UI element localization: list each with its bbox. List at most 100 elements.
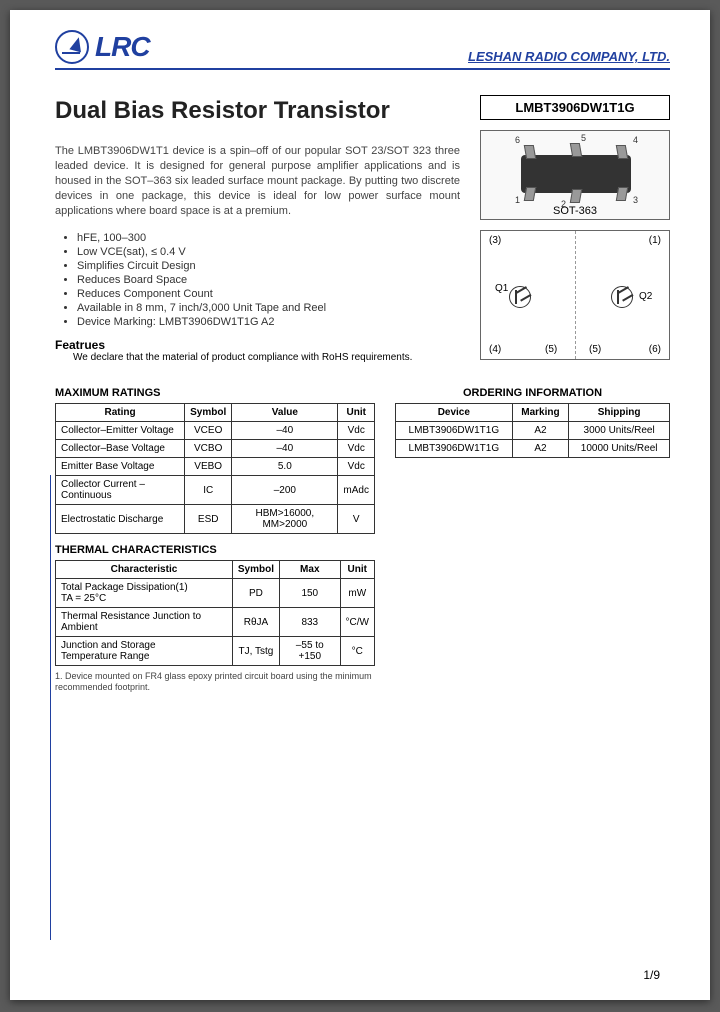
pin-label-6: 6 — [515, 135, 520, 145]
tables-section: MAXIMUM RATINGS RatingSymbolValueUnitCol… — [55, 377, 670, 693]
table-header: Max — [280, 561, 341, 579]
table-cell: Collector–Emitter Voltage — [56, 422, 185, 440]
table-cell: LMBT3906DW1T1G — [396, 422, 513, 440]
features-text: We declare that the material of product … — [73, 352, 460, 363]
table-row: Collector–Emitter VoltageVCEO–40Vdc — [56, 422, 375, 440]
company-name: LESHAN RADIO COMPANY, LTD. — [468, 49, 670, 64]
table-header: Characteristic — [56, 561, 233, 579]
table-row: Emitter Base VoltageVEBO5.0Vdc — [56, 458, 375, 476]
right-column: LMBT3906DW1T1G 1 2 3 4 5 6 SOT-363 — [480, 95, 670, 377]
bullet-item: Reduces Board Space — [77, 274, 460, 286]
thermal-heading: THERMAL CHARACTERISTICS — [55, 544, 375, 556]
thermal-footnote: 1. Device mounted on FR4 glass epoxy pri… — [55, 671, 375, 693]
page-header: LRC LESHAN RADIO COMPANY, LTD. — [55, 30, 670, 70]
table-cell: VCBO — [185, 440, 232, 458]
table-row: Thermal Resistance Junction to AmbientRθ… — [56, 608, 375, 637]
table-cell: LMBT3906DW1T1G — [396, 440, 513, 458]
table-cell: RθJA — [232, 608, 279, 637]
bullet-item: Available in 8 mm, 7 inch/3,000 Unit Tap… — [77, 302, 460, 314]
pin-3 — [616, 187, 628, 201]
table-cell: ESD — [185, 505, 232, 534]
table-cell: 10000 Units/Reel — [569, 440, 670, 458]
table-cell: 3000 Units/Reel — [569, 422, 670, 440]
package-label: SOT-363 — [481, 205, 669, 217]
table-header: Value — [232, 404, 338, 422]
term-r-6: (6) — [649, 344, 661, 355]
table-row: LMBT3906DW1T1GA23000 Units/Reel — [396, 422, 670, 440]
table-row: Collector–Base VoltageVCBO–40Vdc — [56, 440, 375, 458]
pin-1 — [524, 187, 536, 201]
table-cell: VCEO — [185, 422, 232, 440]
max-ratings-heading: MAXIMUM RATINGS — [55, 387, 375, 399]
table-cell: 5.0 — [232, 458, 338, 476]
table-cell: Thermal Resistance Junction to Ambient — [56, 608, 233, 637]
max-ratings-table: RatingSymbolValueUnitCollector–Emitter V… — [55, 403, 375, 534]
pin-6 — [524, 145, 536, 159]
table-row: Collector Current – ContinuousIC–200mAdc — [56, 476, 375, 505]
table-cell: Emitter Base Voltage — [56, 458, 185, 476]
table-row: Junction and Storage Temperature RangeTJ… — [56, 637, 375, 666]
logo: LRC — [55, 30, 150, 64]
table-cell: mW — [340, 579, 374, 608]
part-number-box: LMBT3906DW1T1G — [480, 95, 670, 120]
table-cell: V — [338, 505, 375, 534]
table-cell: Collector–Base Voltage — [56, 440, 185, 458]
datasheet-page: LRC LESHAN RADIO COMPANY, LTD. Dual Bias… — [10, 10, 710, 1000]
bullet-item: hFE, 100–300 — [77, 232, 460, 244]
tables-right: ORDERING INFORMATION DeviceMarkingShippi… — [395, 377, 670, 458]
table-cell: –200 — [232, 476, 338, 505]
package-diagram: 1 2 3 4 5 6 SOT-363 — [480, 130, 670, 220]
intro-paragraph: The LMBT3906DW1T1 device is a spin–off o… — [55, 144, 460, 218]
bullet-item: Low VCE(sat), ≤ 0.4 V — [77, 246, 460, 258]
table-cell: A2 — [512, 422, 569, 440]
table-cell: IC — [185, 476, 232, 505]
q1-label: Q1 — [495, 283, 508, 294]
table-cell: –40 — [232, 422, 338, 440]
table-cell: TJ, Tstg — [232, 637, 279, 666]
tables-left: MAXIMUM RATINGS RatingSymbolValueUnitCol… — [55, 377, 375, 693]
logo-icon — [55, 30, 89, 64]
pin-2 — [570, 189, 582, 203]
ordering-table: DeviceMarkingShippingLMBT3906DW1T1GA2300… — [395, 403, 670, 458]
table-header: Unit — [340, 561, 374, 579]
thermal-table: CharacteristicSymbolMaxUnitTotal Package… — [55, 560, 375, 666]
table-cell: –55 to +150 — [280, 637, 341, 666]
table-cell: PD — [232, 579, 279, 608]
pin-label-4: 4 — [633, 135, 638, 145]
bullet-item: Device Marking: LMBT3906DW1T1G A2 — [77, 316, 460, 328]
features-heading: Featrues — [55, 338, 460, 352]
table-row: Electrostatic DischargeESDHBM>16000, MM>… — [56, 505, 375, 534]
table-header: Unit — [338, 404, 375, 422]
table-cell: °C — [340, 637, 374, 666]
table-cell: A2 — [512, 440, 569, 458]
table-cell: Junction and Storage Temperature Range — [56, 637, 233, 666]
term-l-5: (5) — [545, 344, 557, 355]
ordering-heading: ORDERING INFORMATION — [395, 387, 670, 399]
table-cell: HBM>16000, MM>2000 — [232, 505, 338, 534]
table-cell: 150 — [280, 579, 341, 608]
transistor-q1-icon — [509, 286, 531, 308]
pin-label-3: 3 — [633, 195, 638, 205]
table-cell: Electrostatic Discharge — [56, 505, 185, 534]
logo-text: LRC — [95, 31, 150, 63]
table-row: LMBT3906DW1T1GA210000 Units/Reel — [396, 440, 670, 458]
table-cell: Vdc — [338, 422, 375, 440]
table-header: Device — [396, 404, 513, 422]
feature-bullets: hFE, 100–300Low VCE(sat), ≤ 0.4 VSimplif… — [77, 232, 460, 328]
table-header: Symbol — [185, 404, 232, 422]
table-header: Marking — [512, 404, 569, 422]
table-cell: 833 — [280, 608, 341, 637]
table-header: Shipping — [569, 404, 670, 422]
pin-label-1: 1 — [515, 195, 520, 205]
pin-4 — [616, 145, 628, 159]
page-number: 1/9 — [643, 968, 660, 982]
pin-label-5: 5 — [581, 133, 586, 143]
q2-label: Q2 — [639, 291, 652, 302]
transistor-q2-icon — [611, 286, 633, 308]
term-r-1: (1) — [649, 235, 661, 246]
schematic-diagram: Q1 Q2 (3) (4) (5) (1) (6) (5) — [480, 230, 670, 360]
table-cell: VEBO — [185, 458, 232, 476]
schematic-divider — [575, 231, 576, 359]
side-rule — [50, 475, 51, 940]
term-r-5: (5) — [589, 344, 601, 355]
